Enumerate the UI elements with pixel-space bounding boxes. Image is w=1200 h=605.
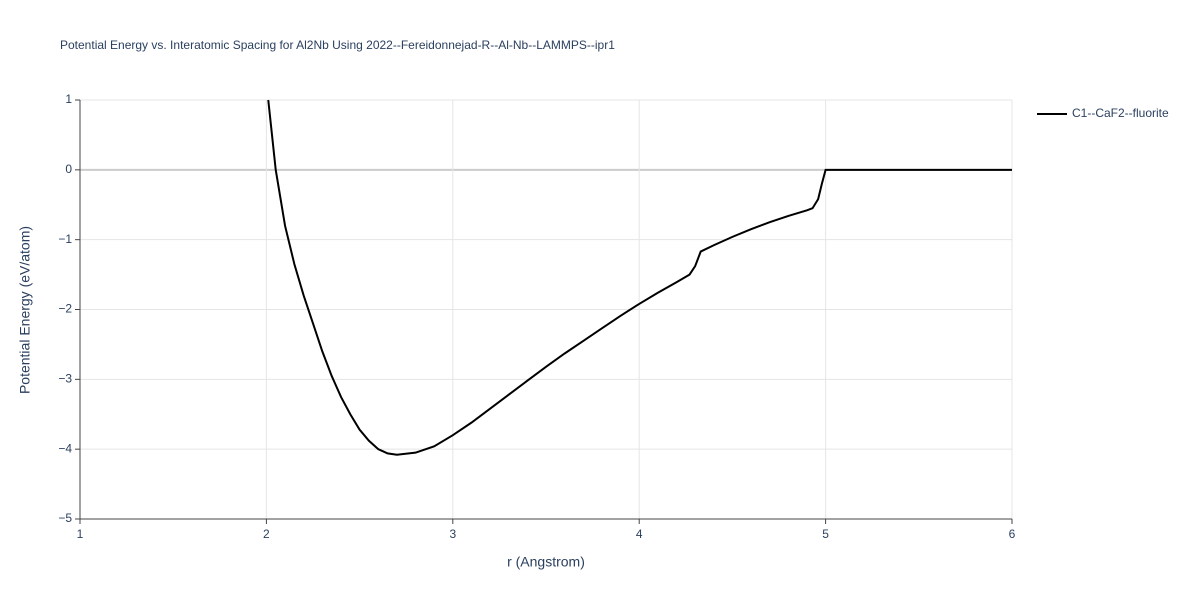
y-tick-label: −5 [58,511,72,525]
x-tick-label: 3 [449,527,456,541]
x-tick-label: 6 [1009,527,1016,541]
legend-label: C1--CaF2--fluorite [1072,106,1169,120]
x-tick-label: 4 [636,527,643,541]
x-tick-label: 1 [77,527,84,541]
y-tick-label: −3 [58,372,72,386]
x-tick-label: 2 [263,527,270,541]
y-tick-label: −4 [58,441,72,455]
y-tick-label: 1 [65,92,72,106]
x-axis-title: r (Angstrom) [507,554,585,570]
data-line [267,99,1012,456]
y-tick-label: 0 [65,162,72,176]
y-tick-label: −1 [58,232,72,246]
y-tick-label: −2 [58,302,72,316]
chart-title: Potential Energy vs. Interatomic Spacing… [60,38,615,52]
x-tick-label: 5 [822,527,829,541]
y-axis-title: Potential Energy (eV/atom) [17,226,33,394]
